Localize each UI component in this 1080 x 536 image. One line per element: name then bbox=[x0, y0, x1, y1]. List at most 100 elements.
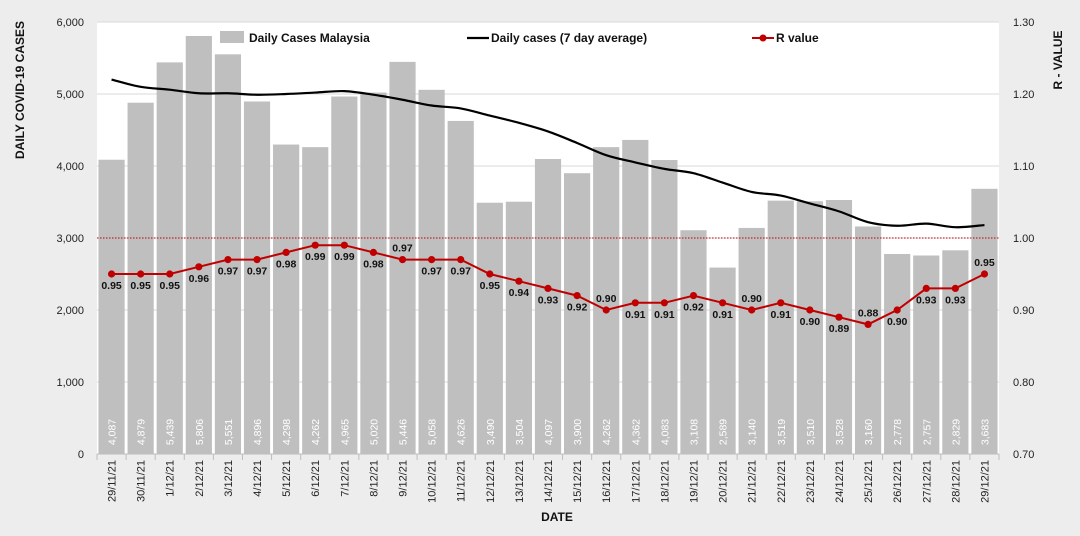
r-value-label: 0.95 bbox=[974, 257, 995, 269]
x-tick-label: 7/12/21 bbox=[339, 460, 351, 497]
r-point bbox=[544, 284, 552, 292]
r-value-points bbox=[107, 241, 989, 328]
bar-value-label: 5,020 bbox=[368, 419, 380, 445]
r-point bbox=[166, 270, 174, 278]
r-point bbox=[224, 256, 232, 264]
r-value-label: 0.93 bbox=[538, 294, 559, 306]
x-tick-label: 30/11/21 bbox=[136, 460, 148, 502]
r-point bbox=[253, 256, 261, 264]
x-tick-label: 23/12/21 bbox=[805, 460, 817, 503]
bar bbox=[622, 139, 649, 454]
r-value-label: 0.95 bbox=[160, 280, 181, 292]
y2-tick-label: 0.70 bbox=[1013, 449, 1034, 461]
r-point bbox=[107, 270, 116, 278]
x-axis-ticks: 29/11/21 30/11/21 1/12/21 2/12/21 3/12/21 4/1… bbox=[96, 454, 1000, 503]
x-tick-label: 18/12/21 bbox=[659, 460, 671, 503]
y-tick-label: 5,000 bbox=[56, 89, 84, 101]
x-tick-label: 13/12/21 bbox=[514, 460, 526, 503]
bar bbox=[505, 201, 532, 454]
bar bbox=[302, 147, 329, 455]
bar bbox=[273, 144, 300, 454]
r-point bbox=[689, 292, 698, 300]
y-tick-label: 4,000 bbox=[56, 161, 84, 173]
x-tick-label: 26/12/21 bbox=[892, 460, 904, 503]
bar bbox=[709, 267, 736, 454]
bar-value-label: 3,160 bbox=[863, 419, 875, 445]
x-tick-label: 27/12/21 bbox=[921, 460, 933, 503]
r-point bbox=[660, 299, 668, 307]
y2-tick-label: 1.20 bbox=[1013, 89, 1034, 101]
r-value-label: 0.92 bbox=[683, 302, 704, 314]
bar bbox=[476, 202, 503, 454]
x-tick-label: 14/12/21 bbox=[543, 460, 555, 503]
y-tick-label: 6,000 bbox=[56, 17, 84, 29]
r-point bbox=[282, 248, 290, 256]
r-value-label: 0.93 bbox=[916, 294, 937, 306]
bar bbox=[680, 230, 707, 454]
r-value-label: 0.98 bbox=[276, 258, 297, 270]
bar bbox=[185, 35, 212, 455]
x-tick-label: 11/12/21 bbox=[456, 460, 468, 502]
r-point bbox=[835, 313, 843, 321]
bar bbox=[564, 173, 591, 454]
x-tick-label: 6/12/21 bbox=[310, 460, 322, 497]
y-axis-title: DAILY COVID-19 CASES bbox=[13, 21, 27, 159]
legend-marker-r bbox=[759, 34, 767, 42]
r-point bbox=[893, 306, 901, 314]
r-value-label: 0.90 bbox=[887, 316, 908, 328]
x-tick-label: 22/12/21 bbox=[776, 460, 788, 503]
r-value-label: 0.98 bbox=[363, 258, 384, 270]
bar bbox=[331, 96, 358, 455]
y2-tick-label: 1.00 bbox=[1013, 233, 1034, 245]
x-tick-label: 15/12/21 bbox=[572, 460, 584, 503]
x-tick-label: 29/12/21 bbox=[979, 460, 991, 503]
x-tick-label: 19/12/21 bbox=[688, 460, 700, 503]
bar bbox=[156, 62, 183, 454]
r-value-label: 0.92 bbox=[567, 302, 588, 314]
bar-value-label: 3,108 bbox=[688, 419, 700, 445]
x-tick-label: 3/12/21 bbox=[223, 460, 235, 497]
r-point bbox=[631, 299, 639, 307]
bar bbox=[447, 120, 474, 454]
bar bbox=[214, 54, 242, 454]
bar-value-label: 3,519 bbox=[776, 419, 788, 445]
bar-value-label: 4,896 bbox=[252, 419, 264, 445]
r-value-label: 0.97 bbox=[247, 266, 268, 278]
bar bbox=[738, 227, 765, 454]
bar-value-label: 5,446 bbox=[398, 419, 410, 445]
bar-value-label: 2,778 bbox=[892, 419, 904, 445]
bar bbox=[854, 226, 882, 454]
bar-value-labels: 4,087 4,879 5,439 5,806 5,551 4,896 4,298 4,262… bbox=[107, 419, 992, 445]
r-value-labels: 0.95 0.95 0.95 0.96 0.97 0.97 0.98 0.99 0.99 0.98… bbox=[101, 243, 994, 336]
r-point bbox=[398, 256, 407, 264]
bar-value-label: 3,140 bbox=[747, 419, 759, 445]
legend-label-r: R value bbox=[776, 31, 819, 45]
r-point bbox=[864, 320, 872, 328]
bar-value-label: 4,097 bbox=[543, 419, 555, 445]
left-axis-ticks: 0 1,000 2,000 3,000 4,000 5,000 6,000 bbox=[56, 17, 84, 461]
r-point bbox=[486, 270, 494, 278]
bar-value-label: 4,087 bbox=[107, 419, 119, 445]
r-value-label: 0.97 bbox=[421, 266, 442, 278]
r-point bbox=[748, 306, 756, 314]
r-value-label: 0.94 bbox=[509, 287, 530, 299]
r-point bbox=[340, 241, 348, 249]
bar bbox=[651, 160, 678, 455]
legend-swatch-bars bbox=[220, 31, 244, 43]
x-tick-label: 1/12/21 bbox=[165, 460, 177, 497]
r-point bbox=[195, 263, 203, 271]
r-value-label: 0.90 bbox=[741, 293, 762, 305]
r-point bbox=[457, 256, 465, 264]
r-value-label: 0.95 bbox=[101, 280, 122, 292]
x-tick-label: 28/12/21 bbox=[950, 460, 962, 503]
bar-value-label: 4,362 bbox=[630, 419, 642, 445]
bar-value-label: 3,683 bbox=[979, 419, 991, 445]
bar bbox=[884, 253, 911, 454]
r-value-label: 0.96 bbox=[189, 273, 210, 285]
r-value-label: 0.93 bbox=[945, 294, 966, 306]
r-point bbox=[806, 306, 814, 314]
r-point bbox=[602, 306, 610, 314]
bar-value-label: 2,757 bbox=[921, 419, 933, 445]
bar bbox=[98, 159, 125, 454]
bar bbox=[360, 92, 387, 454]
